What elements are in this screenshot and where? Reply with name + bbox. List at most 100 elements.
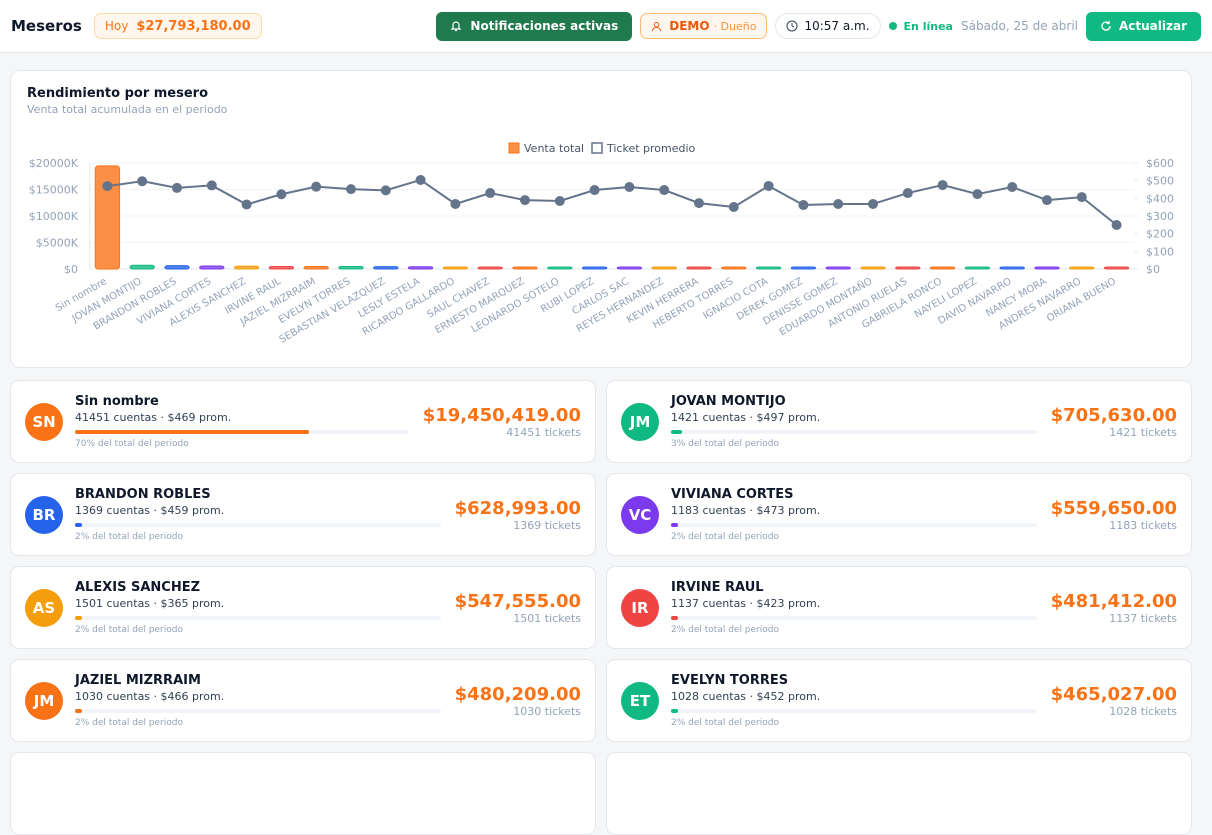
card[interactable]: SN Sin nombre 41451 cuentas · $469 prom. 70…: [10, 380, 596, 463]
waiter-name: Sin nombre: [75, 394, 159, 409]
card: [606, 752, 1192, 835]
line-point: [137, 176, 148, 187]
waiter-name: BRANDON ROBLES: [75, 487, 211, 502]
amount: $480,209.00: [454, 683, 581, 705]
line-point: [624, 182, 635, 193]
bar: [686, 266, 712, 270]
share-text: 2% del total del periodo: [671, 625, 779, 635]
waiter-name: JAZIEL MIZRRAIM: [75, 673, 201, 688]
card-totals: $481,412.00 1137 tickets: [1051, 591, 1177, 625]
bar: [199, 265, 225, 270]
line-point: [450, 198, 461, 209]
avatar: VC: [621, 495, 659, 534]
notifications-label: Notificaciones activas: [470, 19, 619, 33]
bar: [442, 266, 469, 270]
waiter-detail: 1137 cuentas · $423 prom.: [671, 597, 821, 610]
amount: $19,450,419.00: [422, 404, 581, 426]
amount: $547,555.00: [454, 590, 581, 612]
card-body: VIVIANA CORTES 1183 cuentas · $473 prom. 2…: [671, 487, 1037, 542]
amount: $628,993.00: [454, 497, 581, 519]
line-point: [485, 188, 496, 199]
line-point: [102, 181, 113, 192]
bar: [651, 266, 677, 270]
avatar: SN: [25, 402, 63, 441]
y-tick-label: $0: [64, 263, 78, 276]
share-bar: [671, 523, 679, 527]
y2-tick-label: $0: [1146, 263, 1160, 276]
card-body: Sin nombre 41451 cuentas · $469 prom. 70% …: [75, 394, 409, 449]
y2-tick-label: $200: [1146, 228, 1174, 241]
share-track: [75, 430, 409, 434]
chart: Rendimiento por mesero Venta total acumu…: [27, 86, 1174, 346]
card-body: EVELYN TORRES 1028 cuentas · $452 prom. 2%…: [671, 673, 1037, 728]
share-bar: [671, 430, 682, 434]
today-pill: Hoy $27,793,180.00: [93, 13, 262, 39]
tickets: 1421 tickets: [1109, 425, 1177, 439]
line-point: [798, 200, 809, 211]
bar: [407, 266, 434, 270]
line-point: [694, 198, 704, 209]
amount: $559,650.00: [1050, 497, 1177, 519]
card[interactable]: ET EVELYN TORRES 1028 cuentas · $452 prom.…: [606, 659, 1192, 742]
refresh-label: Actualizar: [1118, 19, 1187, 33]
bar: [790, 266, 817, 270]
line-point: [589, 185, 600, 196]
card[interactable]: JM JAZIEL MIZRRAIM 1030 cuentas · $466 pro…: [10, 659, 596, 742]
share-bar: [75, 709, 83, 713]
avatar: ET: [621, 681, 659, 720]
share-text: 2% del total del periodo: [75, 625, 183, 635]
card-totals: $628,993.00 1369 tickets: [455, 498, 581, 532]
line-point: [172, 182, 182, 193]
y-tick-label: $5000K: [36, 237, 79, 250]
waiter-name: VIVIANA CORTES: [671, 487, 794, 502]
today-amount: $27,793,180.00: [136, 18, 251, 34]
card-totals: $705,630.00 1421 tickets: [1051, 405, 1177, 439]
user-pill[interactable]: DEMO · Dueño: [640, 13, 768, 39]
user-role: · Dueño: [713, 19, 757, 33]
line-point: [659, 185, 670, 196]
refresh-button[interactable]: Actualizar: [1085, 11, 1201, 41]
card[interactable]: JM JOVAN MONTIJO 1421 cuentas · $497 prom.…: [606, 380, 1192, 463]
card-totals: $465,027.00 1028 tickets: [1051, 684, 1177, 718]
bar: [860, 266, 886, 270]
card-totals: $559,650.00 1183 tickets: [1051, 498, 1177, 532]
header-actions: Notificaciones activas DEMO · Dueño 10:57…: [436, 11, 1201, 41]
share-bar: [75, 430, 309, 434]
card[interactable]: IR IRVINE RAUL 1137 cuentas · $423 prom. 2%…: [606, 566, 1192, 649]
line-point: [868, 198, 878, 209]
bar: [512, 266, 538, 270]
share-text: 2% del total del periodo: [671, 532, 779, 542]
header: Meseros Hoy $27,793,180.00 Notificaciones…: [0, 0, 1212, 53]
waiter-detail: 1501 cuentas · $365 prom.: [75, 597, 225, 610]
tickets: 1183 tickets: [1109, 518, 1177, 532]
y2-tick-label: $300: [1146, 210, 1174, 223]
line-point: [241, 199, 252, 210]
bar: [1069, 266, 1095, 270]
card-body: ALEXIS SANCHEZ 1501 cuentas · $365 prom. 2…: [75, 580, 441, 635]
user-name: DEMO: [669, 19, 710, 33]
line-point: [902, 188, 913, 199]
y2-tick-label: $100: [1146, 245, 1174, 258]
card-totals: $19,450,419.00 41451 tickets: [423, 405, 581, 439]
card-body: BRANDON ROBLES 1369 cuentas · $459 prom. 2…: [75, 487, 441, 542]
amount: $465,027.00: [1050, 683, 1177, 705]
card[interactable]: AS ALEXIS SANCHEZ 1501 cuentas · $365 prom…: [10, 566, 596, 649]
waiter-detail: 1369 cuentas · $459 prom.: [75, 504, 225, 517]
status: En línea: [888, 20, 953, 33]
bar: [929, 266, 956, 270]
tickets: 1030 tickets: [513, 704, 581, 718]
line-point: [1076, 192, 1087, 203]
waiter-name: EVELYN TORRES: [671, 673, 789, 688]
waiter-detail: 1183 cuentas · $473 prom.: [671, 504, 821, 517]
line-point: [276, 189, 287, 200]
y-tick-label: $15000K: [29, 184, 79, 197]
waiter-detail: 1028 cuentas · $452 prom.: [671, 690, 821, 703]
card[interactable]: BR BRANDON ROBLES 1369 cuentas · $459 prom…: [10, 473, 596, 556]
line-point: [520, 195, 530, 206]
bar: [373, 266, 399, 270]
card[interactable]: VC VIVIANA CORTES 1183 cuentas · $473 prom…: [606, 473, 1192, 556]
notifications-button[interactable]: Notificaciones activas: [436, 11, 633, 41]
waiter-name: IRVINE RAUL: [671, 580, 764, 595]
bar: [755, 266, 782, 270]
bar: [477, 266, 503, 270]
